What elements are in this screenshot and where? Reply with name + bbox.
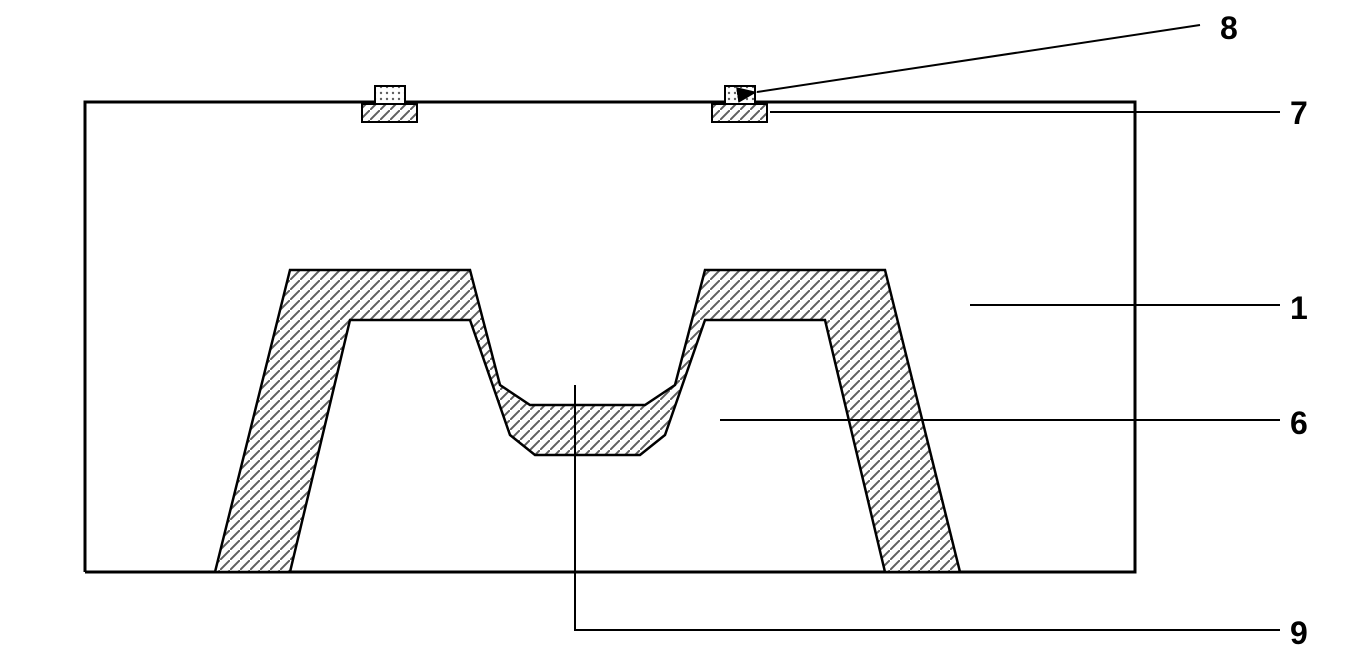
hatched-tab-left	[362, 104, 417, 122]
leader-8	[757, 25, 1200, 92]
label-8: 8	[1220, 10, 1238, 47]
label-7: 7	[1290, 95, 1308, 132]
dotted-block-right	[725, 86, 755, 104]
label-9: 9	[1290, 615, 1308, 652]
label-6: 6	[1290, 405, 1308, 442]
hatched-tab-right	[712, 104, 767, 122]
dotted-block-left	[375, 86, 405, 104]
label-1: 1	[1290, 290, 1308, 327]
diagram-svg	[0, 0, 1368, 655]
cross-section-diagram: 8 7 1 6 9	[0, 0, 1368, 655]
